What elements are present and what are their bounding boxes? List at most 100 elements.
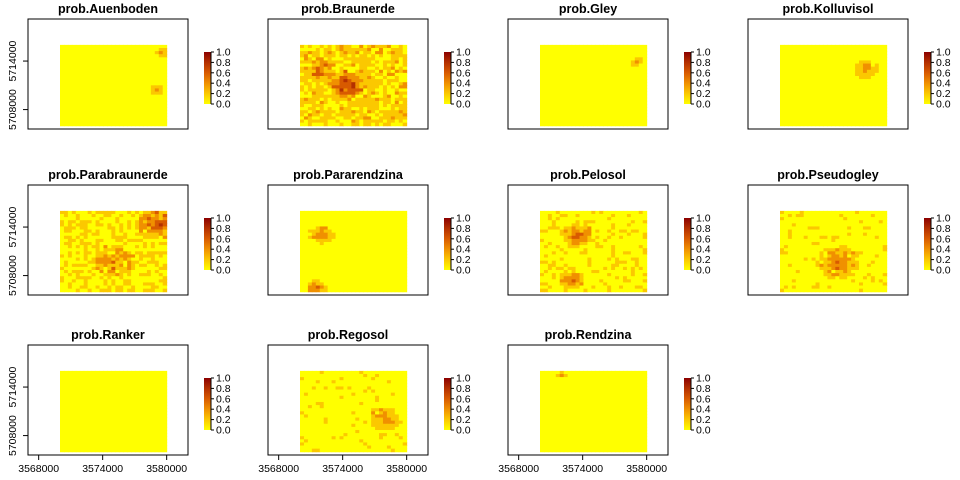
raster-cell xyxy=(615,232,620,237)
legend-tick-label: 0.2 xyxy=(456,254,471,266)
raster-cell xyxy=(359,266,364,271)
raster-cell xyxy=(642,273,648,277)
raster-cell xyxy=(355,66,360,71)
raster-cell xyxy=(75,72,81,77)
raster-cell xyxy=(642,245,648,249)
raster-cell xyxy=(367,100,372,105)
raster-cell xyxy=(394,113,400,117)
raster-cell xyxy=(103,54,108,58)
raster-cell xyxy=(811,60,817,65)
raster-cell xyxy=(595,238,600,243)
raster-cell xyxy=(866,94,872,99)
raster-cell xyxy=(382,266,388,271)
raster-cell xyxy=(371,251,376,255)
raster-cell xyxy=(540,75,545,80)
raster-cell xyxy=(83,282,89,287)
raster-cell xyxy=(107,223,112,227)
raster-cell xyxy=(142,97,148,102)
raster-cell xyxy=(791,79,797,83)
raster-cell xyxy=(335,107,341,111)
raster-cell xyxy=(131,103,136,108)
raster-cell xyxy=(347,282,352,287)
raster-cell xyxy=(835,51,840,55)
raster-cell xyxy=(375,116,380,121)
raster-cell xyxy=(154,245,160,249)
raster-cell xyxy=(642,263,648,268)
raster-cell xyxy=(375,122,380,127)
raster-cell xyxy=(799,88,805,93)
raster-cell xyxy=(634,210,640,215)
raster-cell xyxy=(402,51,408,55)
raster-cell xyxy=(150,248,156,252)
raster-cell xyxy=(139,63,144,68)
raster-cell xyxy=(359,263,364,268)
raster-cell xyxy=(803,57,809,61)
raster-cell xyxy=(99,229,104,234)
raster-cell xyxy=(563,266,569,271)
raster-cell xyxy=(819,88,824,93)
raster-cell xyxy=(154,279,160,283)
raster-cell xyxy=(63,226,69,231)
raster-cell xyxy=(630,241,636,246)
raster-cell xyxy=(63,251,69,255)
raster-cell xyxy=(563,241,569,246)
raster-cell xyxy=(587,279,592,283)
raster-cell xyxy=(339,263,344,268)
raster-cell xyxy=(60,217,65,221)
raster-cell xyxy=(162,107,168,111)
raster-cell xyxy=(319,110,325,114)
raster-cell xyxy=(638,82,644,86)
raster-cell xyxy=(91,94,97,99)
raster-cell xyxy=(311,63,317,68)
raster-cell xyxy=(87,260,93,265)
raster-cell xyxy=(363,282,368,287)
raster-cell xyxy=(379,103,384,108)
raster-cell xyxy=(67,75,73,80)
raster-cell xyxy=(811,57,817,61)
raster-cell xyxy=(831,119,836,124)
raster-cell xyxy=(870,88,876,93)
raster-cell xyxy=(823,66,828,71)
panel-title: prob.Pararendzina xyxy=(293,168,404,182)
raster-cell xyxy=(95,60,101,65)
plot-frame xyxy=(27,18,189,130)
raster-cell xyxy=(119,91,124,96)
raster-cell xyxy=(71,88,77,93)
probability-raster xyxy=(60,210,168,293)
raster-cell xyxy=(630,51,636,55)
raster-cell xyxy=(571,254,577,259)
raster-cell xyxy=(847,110,852,114)
raster-cell xyxy=(307,60,313,65)
raster-cell xyxy=(60,103,65,108)
raster-cell xyxy=(331,279,337,283)
raster-cell xyxy=(99,282,104,287)
raster-cell xyxy=(303,288,309,293)
raster-cell xyxy=(607,260,612,265)
raster-cell xyxy=(154,238,160,243)
raster-cell xyxy=(571,245,577,249)
raster-cell xyxy=(79,245,85,249)
raster-cell xyxy=(331,79,337,83)
raster-cell xyxy=(79,260,85,265)
raster-cell xyxy=(359,276,364,280)
raster-cell xyxy=(551,241,557,246)
raster-cell xyxy=(87,57,93,61)
raster-cell xyxy=(71,85,77,89)
raster-cell xyxy=(87,276,93,280)
raster-cell xyxy=(311,119,317,124)
raster-cell xyxy=(99,75,104,80)
raster-cell xyxy=(579,63,584,68)
raster-cell xyxy=(615,82,620,86)
raster-cell xyxy=(638,110,644,114)
raster-cell xyxy=(827,122,832,127)
raster-cell xyxy=(335,119,341,124)
raster-cell xyxy=(315,266,321,271)
raster-cell xyxy=(154,288,160,293)
raster-cell xyxy=(567,119,573,124)
raster-cell xyxy=(394,122,400,127)
raster-cell xyxy=(127,232,132,237)
raster-cell xyxy=(630,85,636,89)
raster-cell xyxy=(386,66,392,71)
raster-cell xyxy=(323,245,329,249)
